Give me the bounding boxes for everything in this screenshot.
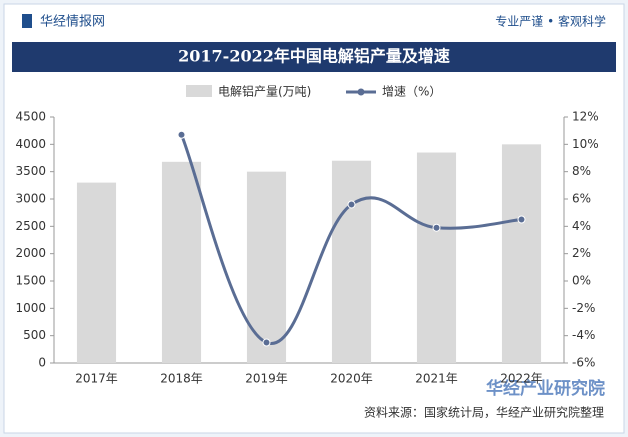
y-tick-label: 2500 <box>15 219 46 233</box>
bar <box>76 182 117 363</box>
y-tick-label: 1500 <box>15 274 46 288</box>
title-bar <box>12 42 616 72</box>
bar <box>501 144 542 363</box>
y2-tick-label: 4% <box>572 219 591 233</box>
y2-tick-label: 0% <box>572 274 591 288</box>
y2-tick-label: 6% <box>572 192 591 206</box>
x-tick-label: 2017年 <box>75 372 118 386</box>
point <box>432 223 441 232</box>
y2-tick-label: 2% <box>572 246 591 260</box>
point <box>517 215 526 224</box>
y2-tick-label: -6% <box>572 356 595 370</box>
x-tick-label: 2019年 <box>245 372 288 386</box>
legend-swatch <box>186 85 212 97</box>
bar <box>161 161 202 363</box>
y-tick-label: 3500 <box>15 164 46 178</box>
point <box>177 130 186 139</box>
slogan: 专业严谨 • 客观科学 <box>495 14 606 29</box>
point <box>262 338 271 347</box>
logo: 华经产业研究院 <box>486 378 605 399</box>
chart-title: 2017-2022年中国电解铝产量及增速 <box>178 47 450 66</box>
brand-icon <box>22 14 32 28</box>
x-tick-label: 2021年 <box>415 372 458 386</box>
bar <box>331 160 372 363</box>
point <box>347 200 356 209</box>
y-tick-label: 4000 <box>15 137 46 151</box>
y-tick-label: 0 <box>38 356 46 370</box>
y-tick-label: 4500 <box>15 110 46 124</box>
y2-tick-label: -4% <box>572 328 595 342</box>
y2-tick-label: 12% <box>572 110 599 124</box>
y-tick-label: 1000 <box>15 301 46 315</box>
bar <box>246 171 287 363</box>
legend-label: 增速（%） <box>382 85 441 99</box>
legend-dot <box>357 88 365 96</box>
y-tick-label: 500 <box>23 328 46 342</box>
legend-label: 电解铝产量(万吨) <box>218 84 311 99</box>
brand: 华经情报网 <box>40 15 105 30</box>
y-tick-label: 3000 <box>15 192 46 206</box>
y2-tick-label: 10% <box>572 137 599 151</box>
y-tick-label: 2000 <box>15 246 46 260</box>
x-tick-label: 2020年 <box>330 372 373 386</box>
y2-tick-label: -2% <box>572 301 595 315</box>
x-tick-label: 2022年 <box>500 372 543 386</box>
bar <box>416 152 457 363</box>
source: 资料来源：国家统计局，华经产业研究院整理 <box>364 405 604 420</box>
y2-tick-label: 8% <box>572 164 591 178</box>
line <box>180 134 522 345</box>
x-tick-label: 2018年 <box>160 372 203 386</box>
